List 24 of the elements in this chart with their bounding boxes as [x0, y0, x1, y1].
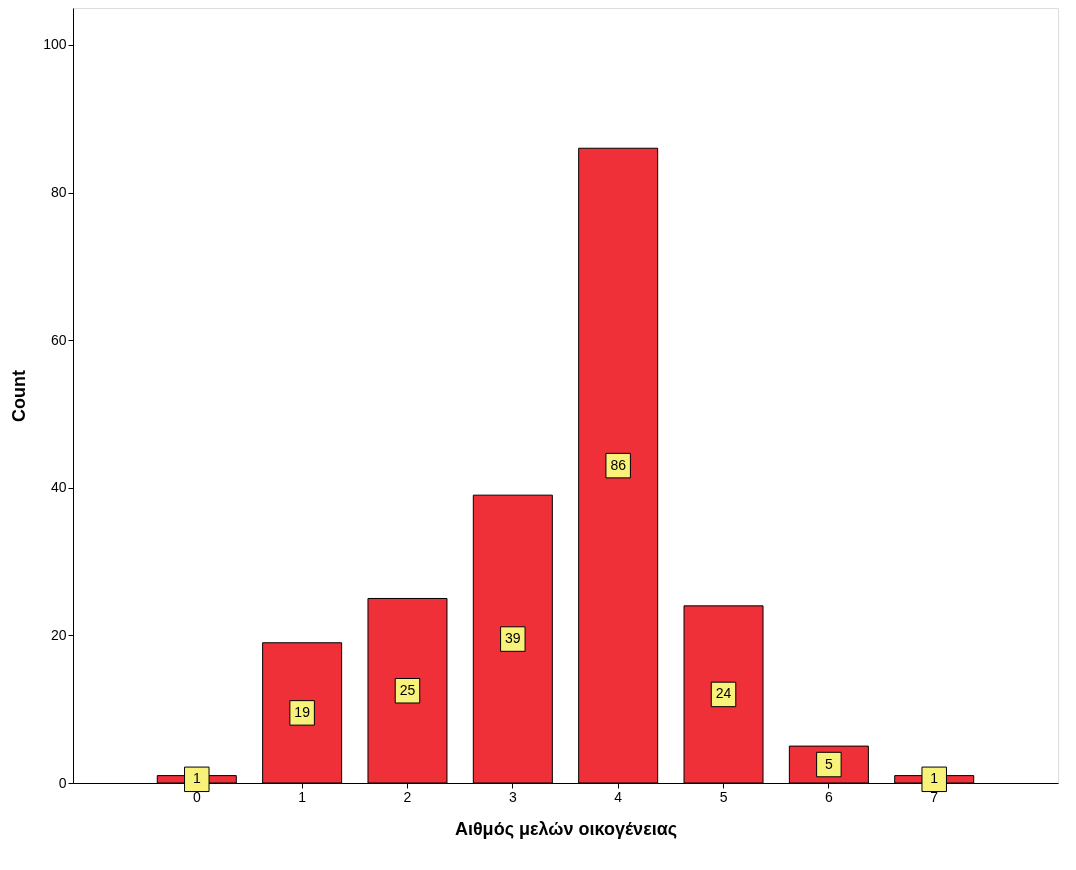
y-axis-title: Count [9, 370, 30, 422]
y-tick-label: 100 [43, 36, 67, 53]
x-axis-title: Αιθμός μελών οικογένειας [454, 818, 678, 839]
y-tick-label: 60 [50, 331, 67, 348]
x-tick-label: 3 [508, 788, 517, 805]
y-tick-label: 0 [58, 774, 67, 791]
x-tick-label: 6 [824, 788, 833, 805]
data-label: 39 [505, 630, 521, 647]
x-tick-label: 5 [719, 788, 728, 805]
data-label: 19 [294, 703, 311, 720]
data-label: 86 [610, 456, 627, 473]
data-label: 1 [930, 770, 939, 787]
data-label: 25 [399, 681, 416, 698]
x-tick-label: 1 [298, 788, 307, 805]
x-tick-label: 2 [403, 788, 412, 805]
x-tick-label: 7 [930, 788, 939, 805]
data-label: 1 [192, 770, 201, 787]
data-label: 24 [715, 685, 732, 702]
x-tick-label: 4 [614, 788, 623, 805]
x-tick-label: 0 [192, 788, 201, 805]
data-label: 5 [824, 755, 833, 772]
y-tick-label: 40 [50, 479, 67, 496]
y-tick-label: 80 [50, 184, 67, 201]
y-tick-label: 20 [50, 626, 67, 643]
